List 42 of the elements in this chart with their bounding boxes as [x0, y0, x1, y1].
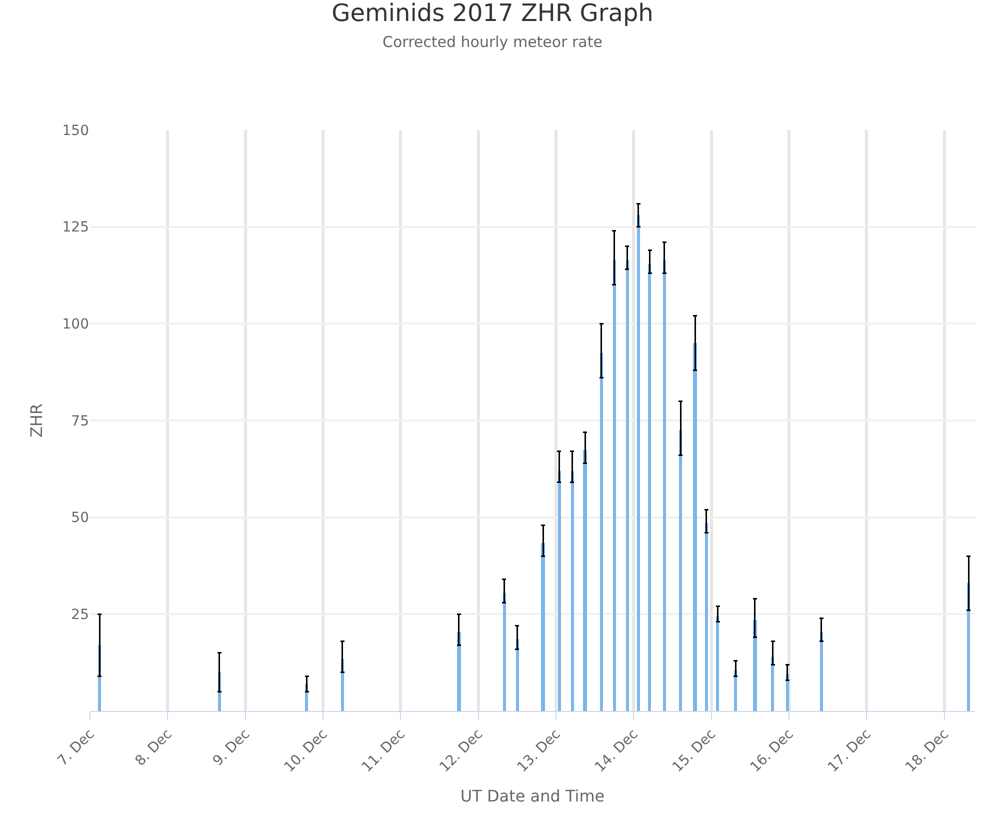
x-tick-label: 8. Dec [132, 726, 176, 770]
y-tick-label: 150 [62, 122, 89, 139]
chart-title: Geminids 2017 ZHR Graph [332, 0, 654, 27]
bar [541, 543, 545, 711]
y-tick-label: 25 [71, 607, 89, 624]
bar [571, 471, 574, 711]
x-tick-label: 16. Dec [747, 726, 797, 776]
y-tick-label: 100 [62, 316, 89, 333]
x-tick-label: 18. Dec [902, 726, 952, 776]
x-tick-label: 14. Dec [592, 726, 642, 776]
x-tick-label: 10. Dec [281, 726, 331, 776]
x-tick-label: 15. Dec [670, 726, 720, 776]
bar [753, 620, 757, 711]
bar [705, 523, 708, 711]
bar [457, 632, 461, 711]
x-tick-label: 7. Dec [54, 726, 98, 770]
x-tick-label: 9. Dec [210, 726, 254, 770]
x-tick-label: 11. Dec [359, 726, 408, 776]
y-tick-label: 50 [71, 510, 89, 526]
bar [583, 450, 587, 711]
y-axis-title: ZHR [27, 403, 46, 438]
bar [516, 639, 519, 711]
bar [771, 657, 774, 711]
bar [679, 430, 682, 711]
bar [558, 471, 561, 711]
bar [626, 260, 629, 711]
x-axis-title: UT Date and Time [460, 786, 605, 806]
bar [600, 353, 603, 711]
y-tick-label: 125 [62, 220, 89, 236]
chart-subtitle: Corrected hourly meteor rate [382, 32, 602, 51]
bar [503, 593, 506, 711]
bar [663, 260, 666, 711]
bar [716, 616, 719, 711]
bar [693, 343, 697, 711]
x-tick-label: 17. Dec [825, 726, 874, 776]
bar [637, 215, 640, 711]
bar [820, 632, 823, 711]
y-tick-label: 75 [71, 413, 89, 430]
bar [613, 260, 616, 711]
x-tick-label: 12. Dec [436, 726, 486, 776]
x-tick-label: 13. Dec [514, 726, 564, 776]
bar [648, 264, 651, 711]
